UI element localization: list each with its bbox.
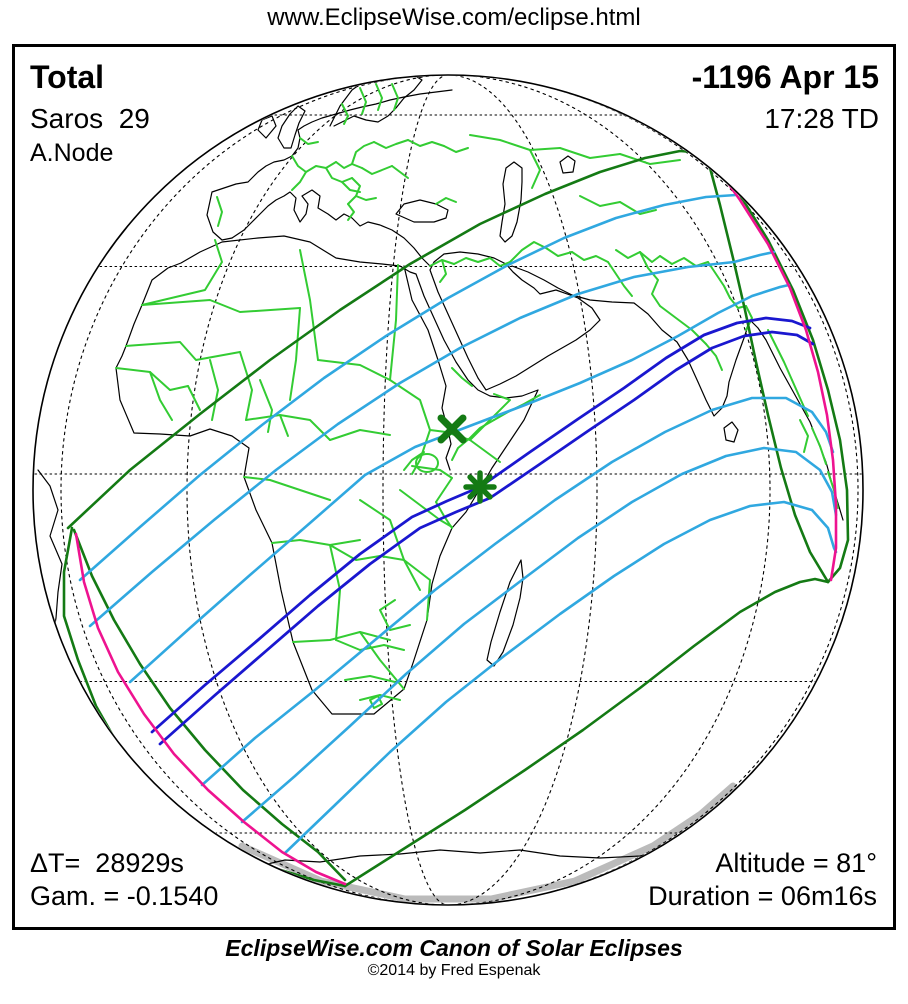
footer-caption: EclipseWise.com Canon of Solar Eclipses [225, 935, 683, 961]
duration-label: Duration = 06m16s [648, 881, 877, 911]
central-path-south [158, 330, 815, 746]
saros-label: Saros 29 [30, 103, 150, 134]
rise-set-line-east [708, 156, 838, 582]
west-outer-loop [62, 526, 347, 888]
x-marker [437, 414, 467, 444]
globe-map [32, 74, 864, 906]
central-path-north [150, 316, 812, 734]
gamma-label: Gam. = -0.1540 [30, 881, 219, 911]
altitude-label: Altitude = 81° [715, 848, 877, 878]
date-label: -1196 Apr 15 [691, 59, 879, 95]
delta-t-label: ΔT= 28929s [30, 848, 184, 878]
magnitude-line-n3 [128, 283, 791, 684]
magnitude-line-s3 [283, 500, 838, 855]
eclipse-band [62, 149, 850, 888]
url-header: www.EclipseWise.com/eclipse.html [267, 4, 641, 31]
magnitude-line-n2 [88, 250, 776, 628]
map-panel: Total Saros 29 A.Node -1196 Apr 15 17:28… [12, 44, 896, 930]
magnitude-line-s2 [240, 446, 838, 824]
east-outer-loop [706, 153, 850, 584]
time-label: 17:28 TD [764, 103, 879, 134]
globe-limb [32, 74, 864, 906]
magnitude-line-n1 [78, 193, 738, 582]
footer-copyright: ©2014 by Fred Espenak [367, 962, 541, 979]
node-label: A.Node [30, 139, 114, 167]
penumbra-north-limit [66, 149, 708, 530]
magnitude-line-s1 [200, 396, 835, 787]
west-inner-loop [72, 528, 347, 882]
rise-set-line-west [74, 532, 347, 886]
greatest-eclipse-marker [463, 470, 497, 504]
penumbra-south-limit [343, 577, 830, 888]
eclipse-type-label: Total [30, 59, 105, 95]
east-inner-loop [704, 151, 830, 584]
